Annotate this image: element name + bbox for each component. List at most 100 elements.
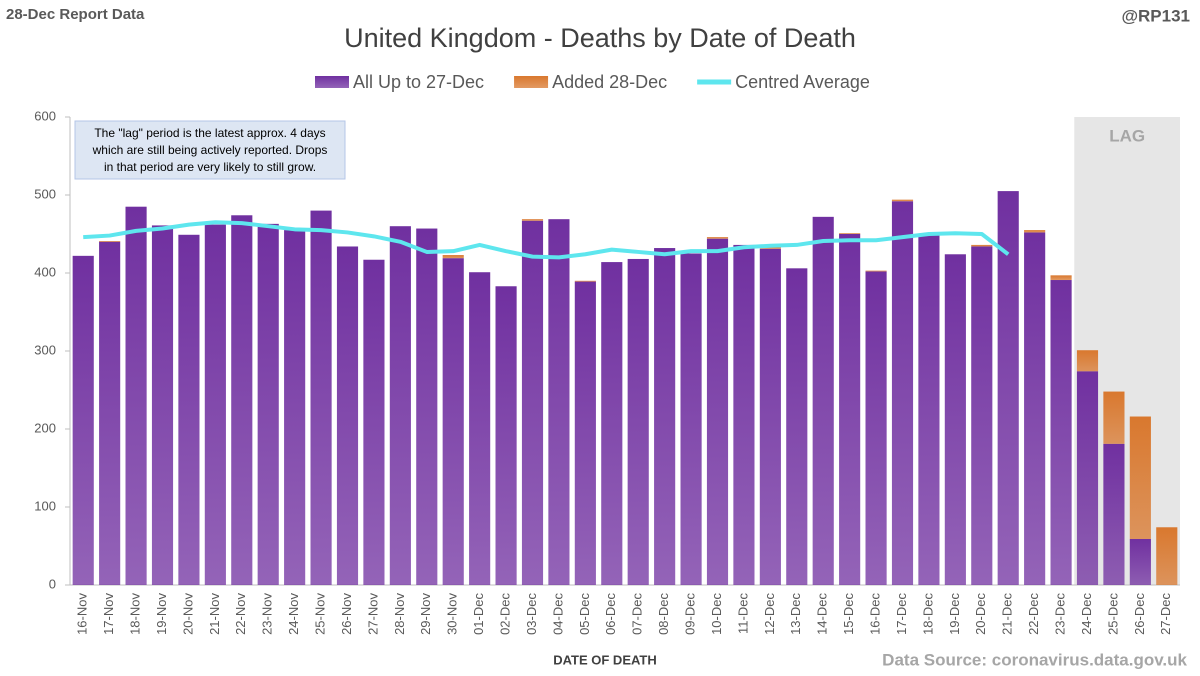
x-tick-label: 21-Dec	[1000, 593, 1015, 635]
bar-segment	[363, 259, 385, 585]
x-tick-label: 01-Dec	[471, 593, 486, 635]
legend-label: Added 28-Dec	[552, 72, 667, 92]
x-tick-label: 29-Nov	[418, 593, 433, 635]
bar-segment	[442, 258, 464, 585]
x-tick-label: 28-Nov	[392, 593, 407, 635]
bar-segment	[891, 201, 914, 586]
x-tick-label: 17-Dec	[894, 593, 909, 635]
bar-segment	[1076, 371, 1099, 585]
x-tick-label: 14-Dec	[815, 593, 830, 635]
bar-segment	[521, 219, 544, 221]
bar-segment	[627, 258, 649, 585]
bar-segment	[548, 219, 570, 585]
bar-segment	[1156, 527, 1178, 585]
bar-segment	[151, 225, 174, 586]
bar-segment	[257, 223, 279, 586]
x-tick-label: 30-Nov	[445, 593, 460, 635]
bar-segment	[812, 216, 834, 585]
y-tick-label: 100	[34, 498, 56, 513]
x-tick-label: 18-Dec	[920, 593, 935, 635]
average-line	[83, 220, 1010, 260]
bar-segment	[654, 248, 676, 586]
x-tick-label: 24-Nov	[286, 593, 301, 635]
bar-segment	[284, 230, 306, 585]
x-tick-label: 12-Dec	[762, 593, 777, 635]
x-tick-label: 07-Dec	[630, 593, 645, 635]
bar-segment	[759, 248, 781, 585]
x-tick-label: 26-Nov	[339, 593, 354, 635]
bar-segment	[521, 220, 544, 586]
chart-title: United Kingdom - Deaths by Date of Death	[344, 23, 856, 53]
bar-segment	[918, 234, 940, 585]
legend-swatch	[514, 76, 549, 88]
x-tick-label: 23-Dec	[1053, 593, 1068, 635]
bar-segment	[204, 224, 226, 585]
x-axis-label: DATE OF DEATH	[553, 652, 657, 667]
report-label: 28-Dec Report Data	[6, 6, 145, 23]
x-tick-label: 21-Nov	[207, 593, 222, 635]
bar-segment	[997, 191, 1019, 585]
bar-segment	[971, 244, 993, 247]
legend-label: All Up to 27-Dec	[353, 72, 484, 92]
bar-segment	[944, 254, 966, 585]
x-tick-label: 13-Dec	[788, 593, 803, 635]
x-tick-label: 17-Nov	[101, 593, 116, 635]
x-tick-label: 25-Dec	[1105, 593, 1120, 635]
bar-segment	[495, 286, 517, 585]
bar-segment	[971, 246, 993, 586]
bar-segment	[310, 210, 332, 585]
annotation-text: The "lag" period is the latest approx. 4…	[94, 126, 325, 140]
y-tick-label: 200	[34, 420, 56, 435]
x-tick-label: 24-Dec	[1079, 593, 1094, 635]
bar-segment	[1103, 391, 1125, 444]
bar-segment	[1050, 275, 1072, 281]
bar-segment	[891, 199, 914, 202]
annotation-text: in that period are very likely to still …	[104, 160, 316, 174]
annotation-box	[74, 120, 346, 180]
bar-segment	[99, 241, 121, 242]
bar-segment	[336, 246, 359, 586]
x-tick-label: 08-Dec	[656, 593, 671, 635]
x-tick-label: 27-Dec	[1158, 593, 1173, 635]
x-tick-label: 18-Nov	[128, 593, 143, 635]
y-tick-label: 400	[34, 264, 56, 279]
bar-segment	[1024, 230, 1046, 233]
bar-segment	[231, 215, 253, 585]
bar-segment	[680, 253, 702, 585]
y-tick-label: 300	[34, 342, 56, 357]
x-tick-label: 20-Nov	[180, 593, 195, 635]
x-tick-label: 25-Nov	[313, 593, 328, 635]
x-tick-label: 22-Dec	[1026, 593, 1041, 635]
x-tick-label: 20-Dec	[973, 593, 988, 635]
x-tick-label: 09-Dec	[683, 593, 698, 635]
x-tick-label: 03-Dec	[524, 593, 539, 635]
x-tick-label: 27-Nov	[365, 593, 380, 635]
source: Data Source: coronavirus.data.gov.uk	[882, 650, 1187, 669]
bar-segment	[1024, 232, 1046, 585]
x-tick-label: 16-Dec	[868, 593, 883, 635]
legend-swatch	[315, 76, 349, 88]
bar-segment	[469, 272, 491, 585]
bar-segment	[99, 241, 121, 586]
bar-segment	[733, 244, 755, 586]
bar-segment	[865, 271, 887, 585]
bar-segment	[442, 255, 464, 259]
y-tick-label: 0	[49, 576, 56, 591]
bar-segment	[178, 234, 200, 585]
x-tick-label: 23-Nov	[260, 593, 275, 635]
annotation-text: which are still being actively reported.…	[92, 143, 328, 157]
bar-segment	[706, 238, 729, 585]
x-tick-label: 06-Dec	[603, 593, 618, 635]
handle: @RP131	[1121, 6, 1190, 25]
bar-segment	[601, 262, 623, 585]
y-tick-label: 600	[34, 108, 56, 123]
bar-segment	[759, 247, 781, 249]
x-tick-label: 16-Nov	[75, 593, 90, 635]
x-tick-label: 10-Dec	[709, 593, 724, 635]
x-tick-label: 11-Dec	[735, 593, 750, 634]
lag-label: LAG	[1109, 126, 1145, 145]
bar-segment	[389, 226, 411, 585]
bar-segment	[72, 255, 94, 585]
